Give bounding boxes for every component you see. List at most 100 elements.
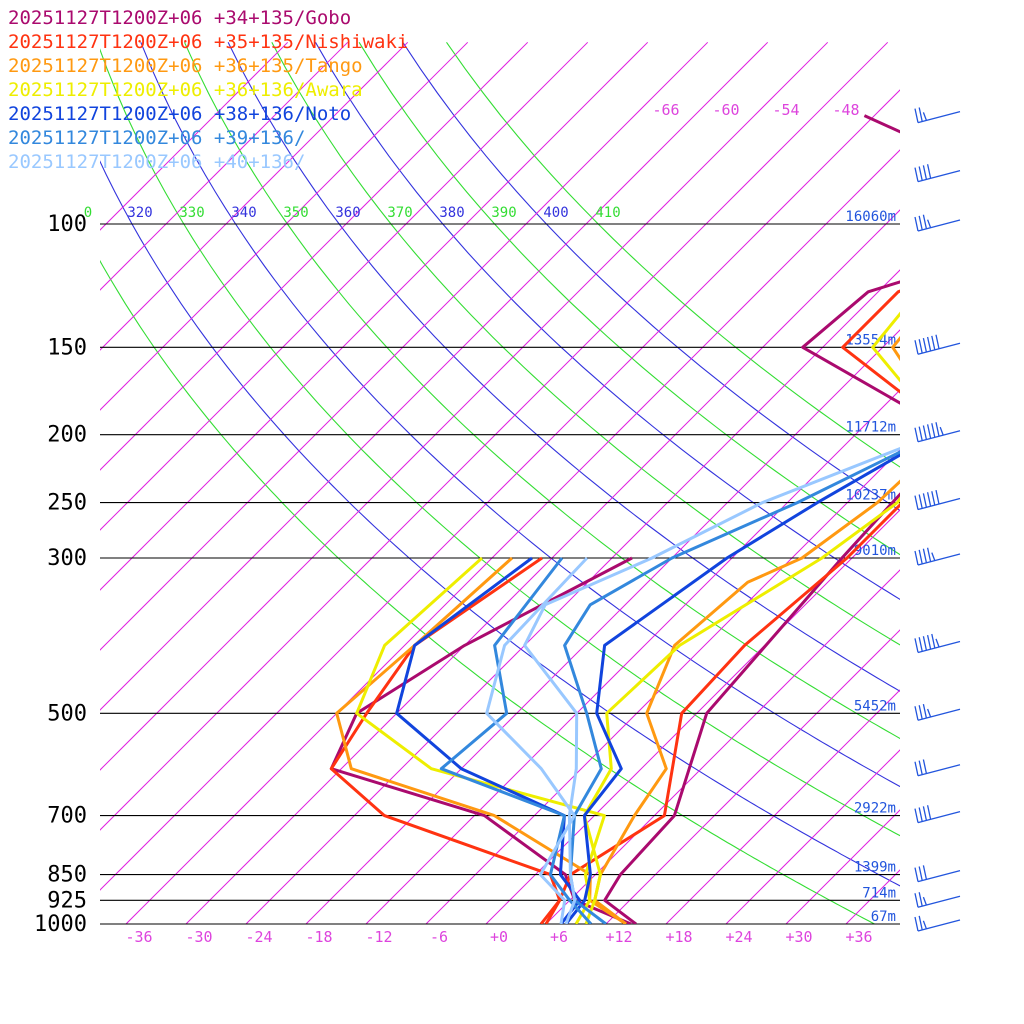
wind-barb-flag xyxy=(918,549,923,565)
theta-label: 340 xyxy=(231,205,256,221)
isotherm-line xyxy=(605,629,900,924)
height-label: 10237m xyxy=(845,488,896,504)
dewpoint-line xyxy=(439,557,593,924)
legend-entry: 20251127T1200Z+06 +39+136/ xyxy=(8,127,305,149)
theta-label: 380 xyxy=(439,205,464,221)
wind-barb-flag xyxy=(935,422,940,437)
wind-barb-flag xyxy=(926,805,932,820)
wind-barb-flag xyxy=(914,108,919,123)
isotherm-line xyxy=(545,569,900,924)
height-label: 5452m xyxy=(854,698,896,714)
isotherm-line xyxy=(245,269,900,924)
pressure-label: 850 xyxy=(47,863,87,888)
isotherm-line xyxy=(100,41,709,651)
wind-barb-flag xyxy=(918,166,923,181)
wind-barb-flag xyxy=(914,867,919,882)
theta-label: 350 xyxy=(283,205,308,221)
wind-barb-flag xyxy=(926,547,932,562)
wind-barb-flag xyxy=(918,705,923,720)
wind-barb-shaft xyxy=(917,640,961,654)
upper-isotherm-label: -60 xyxy=(712,101,739,119)
isotherm-line xyxy=(725,749,900,924)
height-label: 714m xyxy=(862,885,896,901)
dry-adiabat-line xyxy=(100,259,876,924)
wind-barb-flag xyxy=(918,215,923,231)
wind-barb-shaft xyxy=(917,430,961,443)
height-label: 16060m xyxy=(845,209,896,225)
wind-barb-flag xyxy=(914,638,919,653)
wind-barb-shaft xyxy=(917,869,961,883)
isotherm-line xyxy=(100,41,409,351)
legend-entry: 20251127T1200Z+06 +36+136/Awara xyxy=(8,79,363,101)
dewpoint-line xyxy=(395,556,582,924)
temperature-line xyxy=(582,311,900,924)
wind-barb-flag xyxy=(931,423,936,438)
dry-adiabat-line xyxy=(100,48,900,837)
dry-adiabat-line xyxy=(227,42,900,692)
wind-barb-flag xyxy=(935,489,940,505)
isotherm-line xyxy=(100,41,829,771)
theta-label: 390 xyxy=(491,205,516,221)
pressure-label: 300 xyxy=(47,546,87,571)
wind-barb-shaft xyxy=(917,895,961,908)
wind-barb-flag xyxy=(918,892,923,907)
isotherm-line xyxy=(100,41,589,531)
wind-barb-shaft xyxy=(917,708,961,721)
temperature-tick-label: +0 xyxy=(490,928,508,946)
wind-barb-shaft xyxy=(917,110,961,124)
theta-label: 0 xyxy=(84,205,92,221)
wind-barb-flag xyxy=(935,334,940,349)
wind-barb-flag xyxy=(914,340,919,355)
wind-barb-flag xyxy=(931,491,936,506)
wind-barb-flag xyxy=(939,426,944,436)
wind-barb-flag xyxy=(922,493,928,508)
wind-barb-flag xyxy=(926,634,932,650)
temperature-tick-label: -12 xyxy=(365,928,392,946)
pressure-label: 925 xyxy=(47,888,87,913)
wind-barb-shaft xyxy=(917,219,961,232)
temperature-tick-label: -18 xyxy=(305,928,332,946)
wind-barb-flag xyxy=(914,550,919,566)
upper-isotherm-label: -48 xyxy=(832,101,859,119)
isobars xyxy=(100,223,900,925)
isotherm-line xyxy=(365,389,900,924)
legend: 20251127T1200Z+06 +34+135/Gobo20251127T1… xyxy=(8,7,408,173)
dry-adiabat-line xyxy=(446,41,900,468)
wind-barb-flag xyxy=(931,552,936,561)
temperature-tick-label: +36 xyxy=(845,928,872,946)
wind-barb-shaft xyxy=(917,553,961,566)
pressure-label: 250 xyxy=(47,491,87,516)
wind-barb-flag xyxy=(914,427,919,442)
isotherm-line xyxy=(100,41,469,411)
dry-adiabat-line xyxy=(315,42,900,601)
wind-barb-flag xyxy=(922,636,928,651)
upper-isotherm-label: -66 xyxy=(652,101,679,119)
temperature-line xyxy=(593,336,900,924)
isotherm-line xyxy=(185,209,900,924)
isotherm-line xyxy=(100,89,900,891)
sounding-profiles xyxy=(329,114,900,924)
wind-barb-flag xyxy=(922,759,928,774)
isotherm-line xyxy=(125,149,900,924)
pressure-label: 150 xyxy=(47,335,87,360)
theta-label: 330 xyxy=(179,205,204,221)
wind-barbs xyxy=(914,107,961,932)
isotherm-line xyxy=(100,41,889,831)
wind-barb-flag xyxy=(918,866,923,881)
height-label: 13554m xyxy=(845,332,896,348)
wind-barb-shaft xyxy=(917,919,961,932)
temperature-tick-label: +18 xyxy=(665,928,692,946)
height-label: 9010m xyxy=(854,543,896,559)
wind-barb-flag xyxy=(914,495,919,510)
temperature-tick-label: -36 xyxy=(125,928,152,946)
wind-barb-flag xyxy=(914,706,919,721)
theta-label: 410 xyxy=(595,205,620,221)
wind-barb-flag xyxy=(922,865,928,880)
wind-barb-flag xyxy=(914,216,919,232)
height-label: 67m xyxy=(871,909,896,925)
legend-entry: 20251127T1200Z+06 +36+135/Tango xyxy=(8,55,363,77)
height-label: 1399m xyxy=(854,860,896,876)
